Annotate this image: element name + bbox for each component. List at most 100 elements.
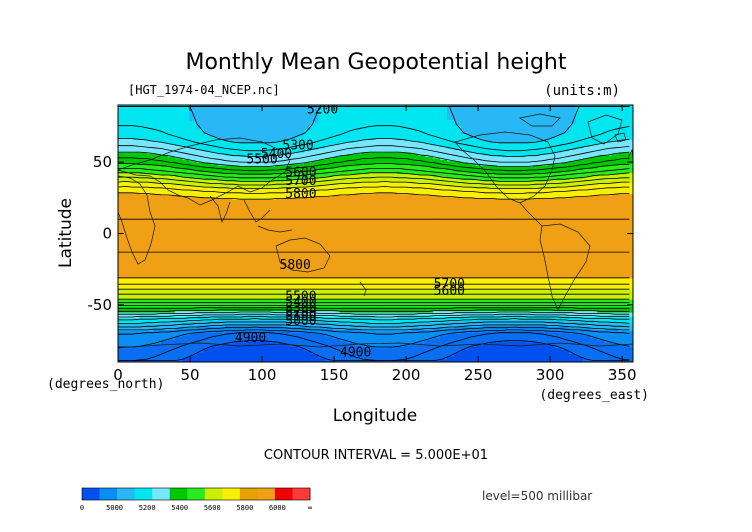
height-cell <box>296 289 305 292</box>
height-cell <box>582 339 591 342</box>
height-cell <box>354 354 362 357</box>
height-cell <box>239 264 248 267</box>
height-cell <box>168 350 176 353</box>
height-cell <box>375 344 384 347</box>
height-cell <box>203 310 212 313</box>
height-cell <box>482 277 491 280</box>
height-cell <box>475 323 484 326</box>
height-cell <box>582 279 591 282</box>
height-cell <box>375 324 384 327</box>
height-cell <box>611 263 620 266</box>
height-cell <box>518 360 527 362</box>
height-cell <box>303 320 312 323</box>
height-cell <box>261 262 269 265</box>
height-cell <box>540 289 548 292</box>
height-cell <box>597 322 605 325</box>
height-cell <box>253 274 262 277</box>
height-cell <box>125 357 133 360</box>
height-cell <box>554 317 563 320</box>
height-cell <box>590 306 598 309</box>
height-cell <box>361 340 369 343</box>
height-cell <box>504 299 512 302</box>
height-cell <box>404 314 412 317</box>
height-cell <box>375 267 384 270</box>
height-cell <box>189 307 198 310</box>
height-cell <box>375 282 384 285</box>
height-cell <box>182 300 191 303</box>
height-cell <box>289 336 298 339</box>
height-cell <box>590 313 598 316</box>
height-cell <box>239 272 248 275</box>
height-cell <box>396 270 405 273</box>
height-cell <box>346 264 355 267</box>
height-cell <box>389 309 398 312</box>
height-cell <box>525 296 534 299</box>
height-cell <box>511 270 520 273</box>
height-cell <box>118 312 126 315</box>
height-cell <box>153 287 162 290</box>
height-cell <box>261 264 269 267</box>
height-cell <box>253 284 262 287</box>
height-cell <box>497 352 505 355</box>
height-cell <box>382 330 391 333</box>
height-cell <box>339 326 348 329</box>
height-cell <box>418 273 427 276</box>
height-cell <box>625 320 633 323</box>
height-cell <box>611 276 620 279</box>
height-cell <box>404 267 412 270</box>
height-cell <box>482 337 491 340</box>
height-cell <box>289 359 298 362</box>
height-cell <box>354 309 362 312</box>
height-cell <box>146 326 155 329</box>
height-cell <box>182 313 191 316</box>
height-cell <box>504 336 512 339</box>
height-cell <box>139 359 148 362</box>
height-cell <box>168 357 176 360</box>
height-cell <box>253 319 262 322</box>
height-cell <box>561 317 570 320</box>
height-cell <box>518 330 527 333</box>
height-cell <box>354 320 362 323</box>
height-cell <box>160 294 169 297</box>
height-cell <box>525 273 534 276</box>
height-cell <box>561 337 570 340</box>
height-cell <box>432 354 441 357</box>
height-cell <box>418 322 427 325</box>
height-cell <box>296 340 305 343</box>
height-cell <box>375 354 384 357</box>
height-cell <box>404 289 412 292</box>
height-cell <box>125 296 133 299</box>
height-cell <box>354 297 362 300</box>
height-cell <box>475 334 484 337</box>
height-cell <box>625 317 633 320</box>
height-cell <box>139 262 148 265</box>
height-cell <box>475 347 484 350</box>
height-cell <box>318 322 327 325</box>
height-cell <box>547 357 555 360</box>
height-cell <box>618 279 627 282</box>
height-cell <box>225 284 234 287</box>
height-cell <box>625 353 633 356</box>
height-cell <box>289 332 298 335</box>
height-cell <box>575 320 584 323</box>
height-cell <box>182 342 191 345</box>
height-cell <box>203 309 212 312</box>
height-cell <box>461 286 470 289</box>
height-cell <box>611 339 620 342</box>
height-cell <box>153 270 162 273</box>
height-cell <box>532 339 541 342</box>
height-cell <box>146 300 155 303</box>
height-cell <box>554 360 563 362</box>
height-cell <box>504 286 512 289</box>
height-cell <box>540 354 548 357</box>
height-cell <box>325 330 334 333</box>
height-cell <box>518 352 527 355</box>
height-cell <box>525 290 534 293</box>
height-cell <box>411 296 420 299</box>
height-cell <box>303 309 312 312</box>
height-cell <box>125 342 133 345</box>
height-cell <box>497 337 505 340</box>
height-cell <box>232 297 241 300</box>
height-cell <box>604 264 613 267</box>
height-cell <box>511 303 520 306</box>
